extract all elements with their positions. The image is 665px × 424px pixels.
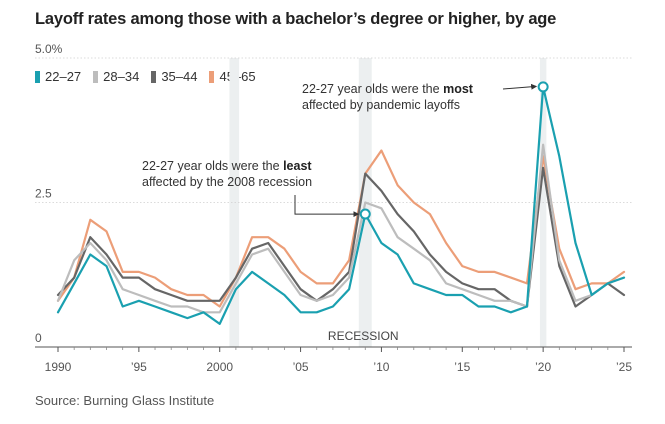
legend-item-35-44: 35–44 [151,69,197,84]
y-tick-label-1: 2.5 [35,187,52,201]
legend-label-22-27: 22–27 [45,69,82,84]
highlight-point-2009 [359,208,371,220]
legend-label-28-34: 28–34 [103,69,140,84]
annotation-most-pre: 22-27 year olds were the [302,82,440,96]
legend-label-35-44: 35–44 [161,69,198,84]
x-tick-label-2: 2000 [206,360,233,374]
series-line-22-27 [56,85,626,325]
chart-source: Source: Burning Glass Institute [35,393,215,408]
annotation-least-arrow [294,195,360,218]
legend-item-22-27: 22–27 [35,69,81,84]
legend-item-28-34: 28–34 [93,69,139,84]
y-tick-label-0: 0 [35,331,42,345]
annotation-least-bold: least [283,159,312,173]
x-tick-label-5: ’15 [454,360,470,374]
x-tick-label-4: ’10 [373,360,389,374]
annotation-most-line2: affected by pandemic layoffs [302,98,460,112]
x-tick-label-7: ’25 [616,360,632,374]
annotation-most-arrow [502,83,538,90]
x-tick-label-0: 1990 [45,360,72,374]
legend-swatch-28-34 [93,70,99,83]
chart-title: Layoff rates among those with a bachelor… [35,10,557,28]
annotation-least-pre: 22-27 year olds were the [142,159,280,173]
legend-swatch-22-27 [35,70,40,83]
annotation-most-bold: most [443,82,473,96]
legend-swatch-45-65 [209,70,215,83]
annotation-least-line2: affected by the 2008 recession [142,175,313,189]
x-tick-label-3: ’05 [293,360,309,374]
legend: 22–27 28–34 35–44 45–65 [35,69,256,84]
annotation-most: 22-27 year olds were the most affected b… [302,81,473,113]
recession-label: RECESSION [328,329,399,343]
highlight-point-2020 [537,81,549,93]
x-tick-label-1: ’95 [131,360,147,374]
recession-band-1 [229,58,240,347]
y-tick-label-2: 5.0% [35,42,63,56]
x-tick-label-6: ’20 [535,360,551,374]
legend-swatch-35-44 [151,70,157,83]
annotation-least: 22-27 year olds were the least affected … [142,158,312,190]
